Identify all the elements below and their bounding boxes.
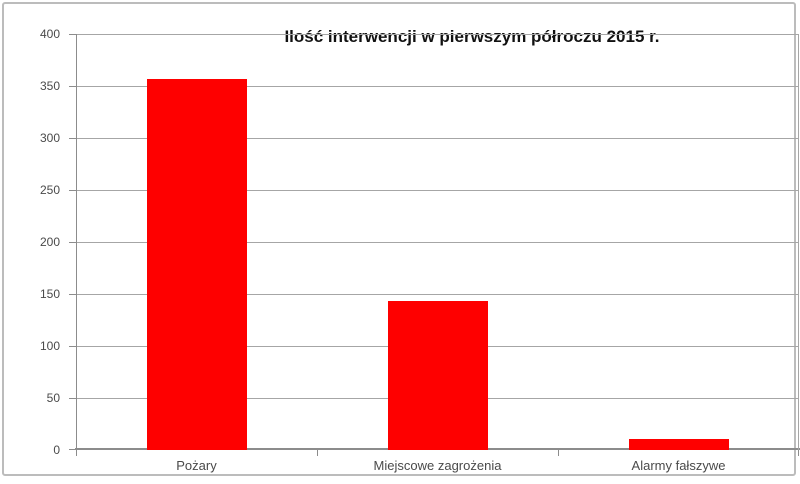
y-axis-tick: [69, 346, 76, 347]
x-axis-category-label: Pożary: [176, 458, 217, 473]
gridline: [76, 34, 799, 35]
y-axis-tick-label: 350: [39, 79, 60, 93]
y-axis-tick-label: 100: [39, 339, 60, 353]
image-frame-border: Ilość interwencji w pierwszym półroczu 2…: [2, 2, 800, 476]
y-axis-tick-label: 0: [53, 443, 60, 457]
plot-right-border: [798, 34, 799, 450]
bar-po-ary: [147, 79, 247, 450]
x-axis-tick: [317, 450, 318, 456]
y-axis-tick-label: 200: [39, 235, 60, 249]
y-axis-tick: [69, 242, 76, 243]
y-axis-tick: [69, 449, 76, 450]
x-axis-tick: [558, 450, 559, 456]
y-axis-tick: [69, 138, 76, 139]
plot-area: Ilość interwencji w pierwszym półroczu 2…: [40, 26, 800, 473]
y-axis-tick-label: 50: [46, 391, 60, 405]
gridline: [76, 86, 799, 87]
gridline: [76, 242, 799, 243]
gridline: [76, 294, 799, 295]
y-axis-tick: [69, 34, 76, 35]
x-axis-category-label: Alarmy fałszywe: [631, 458, 726, 473]
x-axis-tick: [76, 450, 77, 456]
bar-alarmy-fa-szywe: [629, 439, 729, 450]
x-axis-category-label: Miejscowe zagrożenia: [373, 458, 502, 473]
y-axis-tick: [69, 398, 76, 399]
gridline: [76, 138, 799, 139]
chart-title: Ilość interwencji w pierwszym półroczu 2…: [276, 26, 668, 48]
y-axis-tick: [69, 190, 76, 191]
y-axis-tick-label: 150: [39, 287, 60, 301]
y-axis-tick: [69, 294, 76, 295]
y-axis-tick-label: 250: [39, 183, 60, 197]
y-axis-tick: [69, 86, 76, 87]
bar-miejscowe-zagro-enia: [388, 301, 488, 450]
y-axis-line: [76, 34, 77, 450]
y-axis-tick-label: 300: [39, 131, 60, 145]
y-axis-tick-label: 400: [39, 27, 60, 41]
gridline: [76, 190, 799, 191]
x-axis-tick: [798, 450, 799, 456]
